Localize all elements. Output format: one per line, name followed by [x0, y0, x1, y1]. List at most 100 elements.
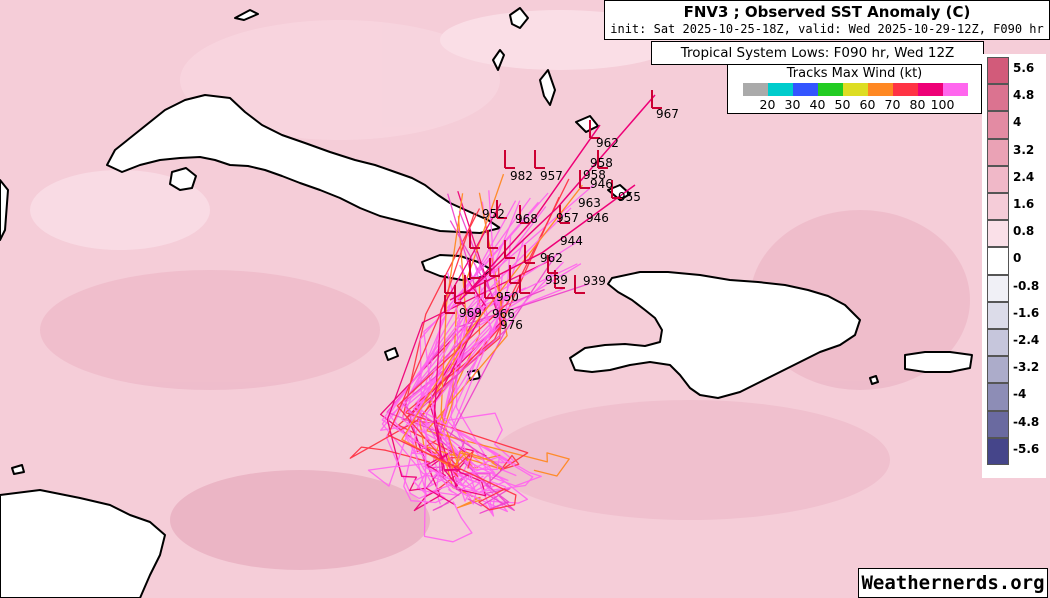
pressure-label: 957	[556, 211, 579, 225]
track-line	[416, 197, 531, 494]
track-line	[436, 207, 572, 487]
track-line	[404, 196, 560, 471]
wind-label-4: 60	[859, 97, 876, 112]
wind-label-1: 30	[784, 97, 801, 112]
wind-label-0: 20	[759, 97, 776, 112]
track-line	[401, 184, 583, 469]
wind-barb	[454, 285, 465, 304]
colorbar-segment-4	[987, 165, 1009, 193]
wind-barb	[509, 265, 520, 284]
colorbar-segment-5	[987, 193, 1009, 221]
wind-barb	[519, 275, 530, 294]
wind-swatch-3	[818, 83, 843, 96]
key-4	[869, 375, 879, 385]
colorbar-label-0: 5.6	[1013, 61, 1035, 75]
bahamas-2	[509, 7, 529, 29]
colorbar-segment-13	[987, 410, 1009, 438]
colorbar-label-11: -3.2	[1013, 360, 1040, 375]
puerto-rico-landmass	[904, 351, 973, 373]
wind-swatch-8	[943, 83, 968, 96]
wind-swatch-2	[793, 83, 818, 96]
track-line	[425, 192, 570, 477]
track-line	[449, 184, 636, 301]
track-line	[428, 293, 491, 497]
pressure-label: 969	[459, 306, 482, 320]
sst-colorbar: 5.6 4.8 4 3.2 2.4 1.6 0.8 0 -0.8 -1.6 -2.4 -3.2 -4 -4…	[982, 54, 1046, 478]
track-line	[385, 200, 517, 505]
pressure-label: 966	[492, 307, 515, 321]
wind-barb	[574, 275, 585, 294]
colorbar-segment-9	[987, 301, 1009, 329]
colorbar-label-8: -0.8	[1013, 278, 1040, 293]
track-line	[349, 266, 501, 463]
wind-label-6: 80	[909, 97, 926, 112]
wind-barb	[534, 150, 545, 169]
pressure-label: 958	[583, 168, 606, 182]
track-line	[451, 272, 542, 491]
wind-barb	[579, 170, 590, 189]
wind-barb	[519, 205, 530, 224]
wind-barb	[464, 275, 475, 294]
yucatan-edge	[0, 179, 9, 241]
wind-label-3: 50	[834, 97, 851, 112]
map-title: FNV3 ; Observed SST Anomaly (C)	[683, 3, 971, 21]
track-line	[439, 263, 578, 517]
pressure-label: 967	[656, 107, 679, 121]
track-line	[414, 292, 534, 493]
colorbar-segment-2	[987, 111, 1009, 139]
track-line	[443, 264, 493, 482]
key-3	[11, 464, 25, 475]
bahamas-3	[539, 69, 556, 106]
little-cay	[234, 9, 259, 21]
pressure-label: 976	[500, 318, 523, 332]
track-line	[423, 190, 499, 543]
track-line	[386, 259, 552, 506]
colorbar-label-1: 4.8	[1013, 88, 1035, 103]
brand-watermark: Weathernerds.org	[858, 568, 1048, 598]
colorbar-segment-11	[987, 356, 1009, 384]
wind-barb	[559, 205, 570, 224]
track-line	[432, 193, 480, 511]
pressure-label: 958	[590, 156, 613, 170]
wind-legend-title: Tracks Max Wind (kt)	[786, 66, 923, 81]
track-line	[386, 283, 590, 489]
key-1	[384, 347, 399, 361]
colorbar-label-3: 3.2	[1013, 142, 1035, 157]
wind-label-7: 100	[930, 97, 955, 112]
wind-legend-labels: 20 30 40 50 60 70 80 100	[743, 97, 955, 112]
wind-barb	[547, 255, 558, 274]
colorbar-segment-0	[987, 57, 1009, 85]
colorbar-label-12: -4	[1013, 387, 1027, 402]
colorbar-label-10: -2.4	[1013, 333, 1040, 347]
wind-barb	[489, 258, 500, 277]
track-line	[459, 94, 656, 301]
wind-swatch-5	[868, 83, 893, 96]
wind-swatch-1	[768, 83, 793, 96]
ensemble-tracks	[349, 94, 656, 543]
hispaniola-landmass	[569, 271, 861, 399]
wind-barb	[651, 90, 662, 109]
track-line	[381, 272, 461, 479]
colorbar-segment-1	[987, 84, 1009, 112]
wind-barb	[484, 280, 495, 299]
central-america-landmass	[0, 489, 166, 598]
pressure-label: 957	[540, 169, 563, 183]
colorbar-label-5: 1.6	[1013, 197, 1035, 211]
wind-label-2: 40	[809, 97, 826, 112]
track-line	[412, 264, 501, 471]
colorbar-segment-7	[987, 247, 1009, 275]
title-box: FNV3 ; Observed SST Anomaly (C) init: Sa…	[604, 0, 1050, 40]
pressure-label: 955	[618, 190, 641, 204]
colorbar-label-14: -5.6	[1013, 441, 1040, 456]
wind-barb	[589, 120, 600, 139]
pressure-label: 939	[545, 273, 568, 287]
wind-barb	[524, 245, 535, 264]
wind-barb	[504, 150, 515, 169]
wind-swatch-4	[843, 83, 868, 96]
pressure-label: 968	[515, 212, 538, 226]
colorbar-segment-14	[987, 437, 1009, 465]
isle-of-youth	[169, 167, 197, 191]
bahamas-4	[575, 115, 599, 133]
wind-legend-swatches	[743, 83, 968, 96]
pressure-label: 944	[560, 234, 583, 248]
